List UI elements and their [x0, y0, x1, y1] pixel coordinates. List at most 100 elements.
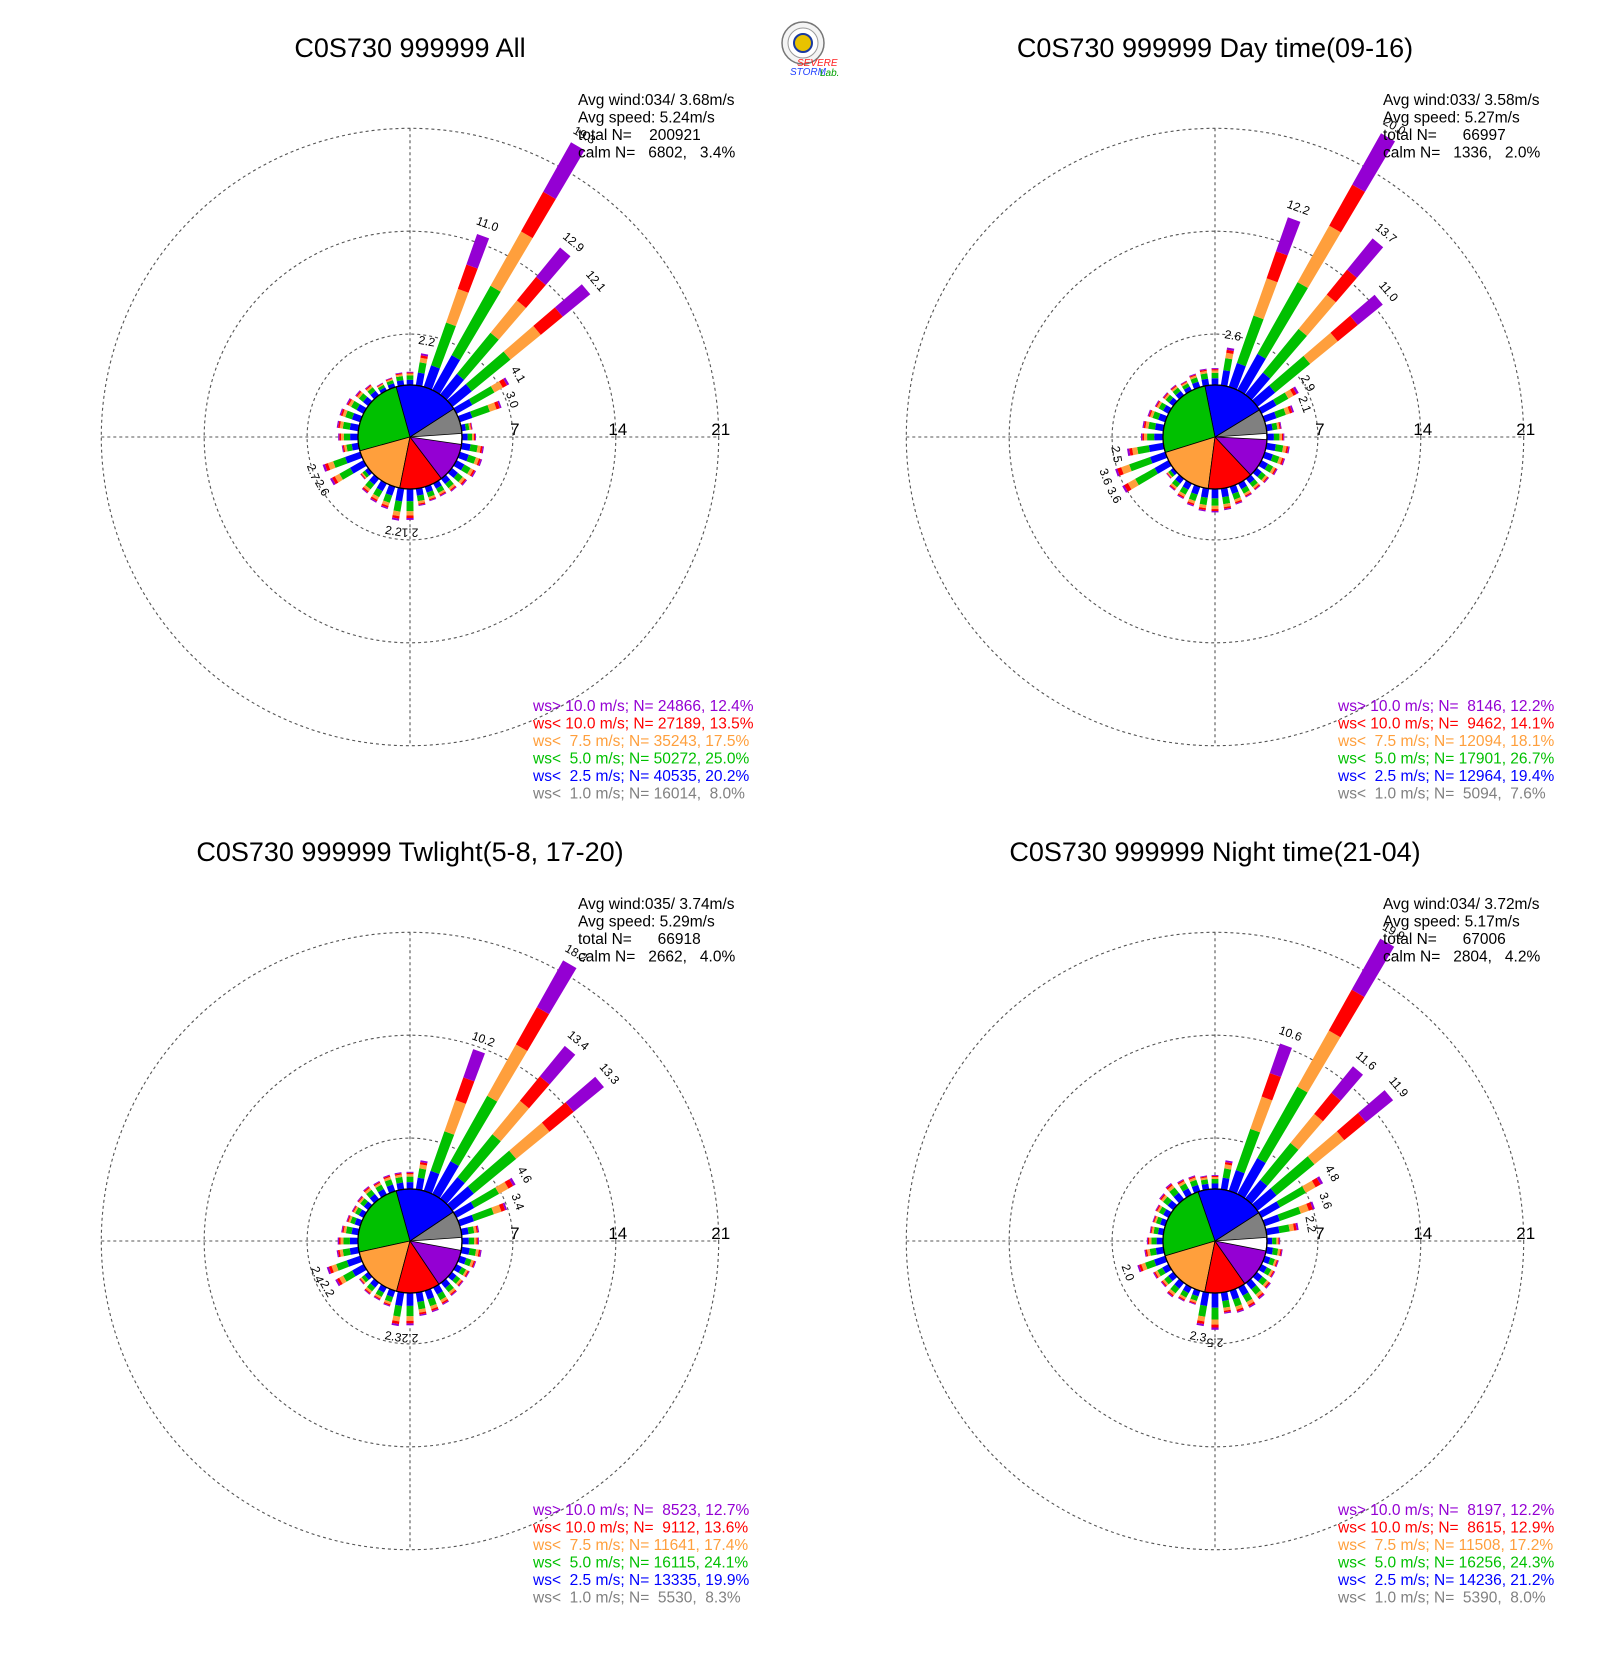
petal-segment: [1255, 1290, 1263, 1297]
petal-segment: [406, 1174, 414, 1177]
petal-segment: [355, 1207, 363, 1216]
petal-segment: [516, 276, 546, 308]
petal-dir-280: [1149, 1226, 1165, 1236]
petal-segment: [436, 485, 445, 493]
windrose-panel: C0S730 999999 Night time(21-04) 7 14 21 10.6…: [905, 837, 1554, 1607]
petal-segment: [365, 1287, 373, 1294]
petal-segment: [1151, 1226, 1155, 1234]
ring-label: 7: [1315, 1224, 1324, 1243]
petal-segment: [383, 1303, 391, 1307]
petal-segment: [1276, 1237, 1279, 1245]
ring-label: 21: [711, 420, 730, 439]
legend-entry: ws< 1.0 m/s; N= 16014, 8.0%: [532, 786, 745, 803]
petal-segment: [370, 390, 380, 400]
petal-segment: [1211, 1177, 1219, 1179]
petal-segment: [1175, 390, 1185, 400]
petal-label: 3.6: [1104, 484, 1125, 506]
grid-ring: [1008, 1034, 1422, 1448]
petal-segment: [345, 451, 363, 464]
petal-segment: [418, 502, 426, 505]
petal-segment: [448, 1287, 456, 1295]
petal-dir-190: [1198, 487, 1210, 512]
petal-segment: [364, 1187, 372, 1195]
petal-dir-80: [1265, 421, 1282, 432]
petal-segment: [391, 1320, 400, 1325]
legend-entry: ws< 7.5 m/s; N= 12094, 18.1%: [1337, 733, 1554, 750]
petal-segment: [429, 497, 436, 501]
petal-segment: [457, 1255, 467, 1265]
petal-segment: [1179, 1294, 1187, 1300]
petal-segment: [1260, 1142, 1299, 1186]
petal-segment: [357, 391, 364, 399]
petal-segment: [1166, 472, 1172, 479]
petal-segment: [406, 379, 414, 385]
petal-dir-130: [1252, 467, 1270, 484]
petal-segment: [1171, 386, 1178, 392]
petal-dir-230: [360, 467, 373, 480]
petal-dir-270: [337, 1237, 358, 1245]
petal-dir-210: [370, 480, 387, 503]
petal-segment: [1272, 1259, 1277, 1267]
petal-segment: [1262, 1280, 1269, 1287]
petal-segment: [363, 1186, 370, 1192]
petal-segment: [331, 1264, 339, 1273]
petal-segment: [339, 408, 344, 416]
petal-dir-320: [364, 384, 380, 400]
petal-segment: [1167, 1185, 1175, 1192]
petal-segment: [406, 1182, 414, 1189]
petal-segment: [348, 399, 355, 407]
petal-segment: [391, 517, 400, 521]
petal-segment: [1199, 368, 1207, 371]
petal-dir-160: [1229, 1288, 1245, 1313]
petal-segment: [460, 442, 471, 451]
petal-segment: [1258, 1201, 1281, 1218]
petal-dir-330: [1180, 380, 1192, 394]
petal-label: 2.4: [308, 1264, 327, 1285]
petal-segment: [1224, 1311, 1232, 1314]
petal-segment: [1154, 1216, 1159, 1224]
petal-segment: [492, 1100, 529, 1142]
petal-segment: [1181, 381, 1188, 387]
petal-segment: [1189, 1300, 1197, 1304]
petal-segment: [536, 247, 571, 285]
petal-dir-140: [1245, 474, 1261, 491]
petal-segment: [1169, 485, 1175, 491]
petal-segment: [383, 1174, 390, 1178]
petal-segment: [1200, 373, 1209, 380]
petal-segment: [382, 500, 390, 506]
petal-segment: [1235, 499, 1242, 504]
petal-segment: [392, 515, 400, 519]
petal-segment: [394, 1172, 402, 1175]
petal-segment: [353, 1206, 359, 1214]
petal-segment: [393, 500, 403, 512]
petal-segment: [1142, 420, 1145, 428]
grid-ring: [905, 127, 1525, 747]
petal-segment: [1251, 1285, 1261, 1295]
petal-segment: [441, 1299, 449, 1304]
petal-segment: [473, 457, 480, 465]
petal-segment: [1146, 1237, 1148, 1245]
petal-dir-110: [457, 451, 483, 467]
petal-segment: [1148, 442, 1165, 452]
petal-segment: [431, 1308, 439, 1313]
grid-ring: [203, 1034, 617, 1448]
petal-segment: [1190, 377, 1199, 384]
petal-segment: [1262, 328, 1307, 379]
petal-segment: [1200, 1175, 1207, 1178]
petal-segment: [1155, 1204, 1160, 1211]
petal-segment: [1270, 1271, 1276, 1278]
petal-segment: [475, 1249, 479, 1257]
petal-segment: [1135, 468, 1158, 486]
petal-segment: [415, 372, 425, 387]
petal-segment: [458, 1280, 464, 1287]
stat-avg-speed: Avg speed: 5.17m/s: [1383, 914, 1520, 931]
petal-segment: [373, 487, 383, 498]
petal-segment: [1351, 938, 1395, 997]
petal-segment: [392, 1315, 401, 1322]
petal-dir-50: 11.0: [1252, 278, 1401, 407]
petal-segment: [1211, 372, 1219, 379]
petal-segment: [446, 288, 469, 327]
petal-segment: [1211, 1175, 1219, 1176]
petal-segment: [386, 378, 393, 383]
petal-dir-180: [1211, 489, 1219, 513]
